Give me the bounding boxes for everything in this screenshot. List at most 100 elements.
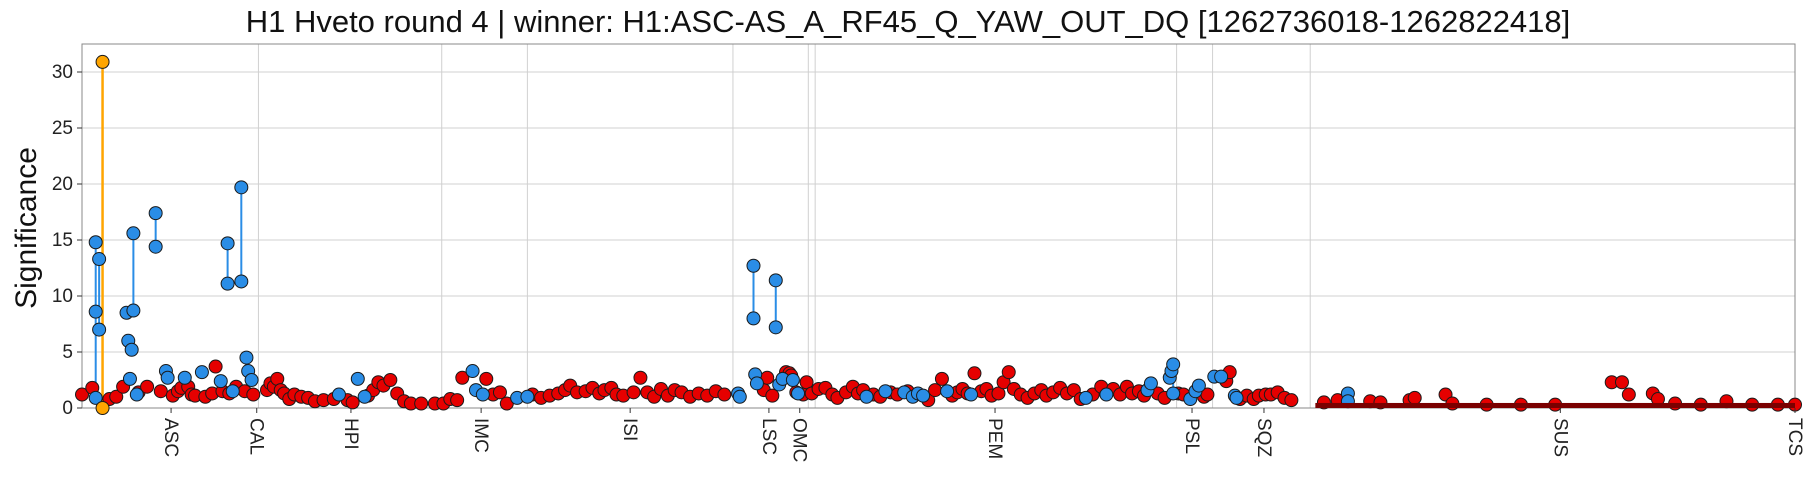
previous_round-point bbox=[1214, 369, 1229, 384]
other-point bbox=[75, 387, 89, 402]
previous_round-point bbox=[1078, 390, 1093, 405]
other-point bbox=[479, 371, 494, 386]
x-tick-label: PSL bbox=[1181, 418, 1202, 454]
previous_round-point bbox=[940, 384, 955, 399]
previous_round-point bbox=[148, 239, 163, 254]
other-point bbox=[455, 370, 470, 385]
other-point bbox=[928, 383, 943, 398]
previous_round-point bbox=[225, 384, 240, 399]
previous_round-point bbox=[122, 371, 137, 386]
previous_round-point bbox=[126, 226, 141, 241]
previous_round-point bbox=[129, 387, 144, 402]
previous_round-point bbox=[92, 252, 107, 267]
previous_round-point bbox=[213, 374, 228, 389]
plot-frame bbox=[81, 43, 1796, 409]
previous_round-point bbox=[746, 311, 761, 326]
previous_round-point bbox=[124, 342, 139, 357]
previous_round-point bbox=[746, 258, 761, 273]
x-tick-label: CAL bbox=[246, 418, 267, 455]
other-point bbox=[345, 395, 360, 410]
previous_round-point bbox=[234, 180, 249, 195]
previous_round-point bbox=[1166, 386, 1181, 401]
other-point bbox=[492, 385, 507, 400]
x-tick-label: SUS bbox=[1549, 418, 1570, 457]
stems bbox=[94, 61, 1349, 408]
y-axis-label: Significance bbox=[10, 147, 43, 309]
x-tick-label: PEM bbox=[984, 418, 1005, 459]
x-ticks: ASC CAL HPI IMC ISI LSC OMC PEM PSL SQZ SUS TCS bbox=[160, 408, 1805, 462]
previous_round-point bbox=[220, 236, 235, 251]
other-point bbox=[383, 373, 398, 387]
other-point bbox=[1284, 393, 1299, 408]
other-point bbox=[109, 389, 124, 404]
other-point bbox=[1621, 387, 1636, 402]
previous_round-point bbox=[465, 364, 480, 379]
plot-border bbox=[81, 43, 1796, 409]
previous_round-point bbox=[749, 376, 764, 391]
previous_round-point bbox=[878, 384, 893, 399]
previous_round-point bbox=[1229, 390, 1244, 405]
other-point bbox=[153, 384, 168, 399]
x-tick-label: ASC bbox=[160, 418, 181, 457]
x-tick-label: ISI bbox=[619, 418, 640, 441]
other-point bbox=[1407, 390, 1422, 405]
previous_round-point bbox=[732, 389, 747, 404]
x-tick-label: TCS bbox=[1784, 418, 1805, 456]
previous_round-point bbox=[768, 273, 783, 288]
previous_round-point bbox=[350, 371, 365, 386]
other-point bbox=[450, 393, 465, 408]
previous_round-point bbox=[331, 387, 346, 402]
x-tick-label: SQZ bbox=[1253, 418, 1274, 457]
other-point bbox=[246, 387, 261, 402]
previous_round-point bbox=[148, 206, 163, 221]
y-tick-label: 20 bbox=[52, 174, 73, 195]
other-point bbox=[967, 366, 982, 381]
previous_round-point bbox=[234, 274, 249, 289]
previous_round-point bbox=[1166, 357, 1181, 372]
previous_round-point bbox=[92, 322, 107, 337]
y-tick-label: 30 bbox=[52, 62, 73, 83]
previous_round-point bbox=[785, 373, 800, 387]
data-points bbox=[75, 54, 1802, 415]
previous_round-point bbox=[220, 276, 235, 291]
previous_round-point bbox=[126, 303, 141, 318]
previous_round-point bbox=[88, 235, 103, 250]
y-tick-label: 5 bbox=[62, 342, 73, 363]
previous_round-point bbox=[1099, 387, 1114, 402]
dense-baseline-band bbox=[1315, 402, 1795, 408]
y-tick-label: 0 bbox=[62, 398, 73, 419]
other-point bbox=[934, 371, 949, 386]
y-tick-label: 10 bbox=[52, 286, 73, 307]
x-tick-label: HPI bbox=[340, 418, 361, 450]
previous_round-point bbox=[475, 387, 490, 402]
previous_round-point bbox=[194, 365, 209, 380]
previous_round-point bbox=[88, 304, 103, 319]
x-tick-label: IMC bbox=[470, 418, 491, 453]
other-point bbox=[140, 379, 155, 394]
other-point bbox=[1614, 375, 1629, 390]
previous_round-point bbox=[239, 350, 254, 365]
winner-point bbox=[95, 54, 110, 69]
other-point bbox=[1001, 365, 1016, 380]
previous_round-point bbox=[964, 387, 979, 402]
y-tick-label: 15 bbox=[52, 230, 73, 251]
previous_round-point bbox=[791, 386, 806, 401]
previous_round-point bbox=[160, 370, 175, 385]
previous_round-point bbox=[768, 320, 783, 335]
previous_round-point bbox=[1143, 376, 1158, 391]
previous_round-point bbox=[1191, 378, 1206, 393]
grid bbox=[82, 44, 1795, 409]
other-point bbox=[414, 396, 429, 411]
other-point bbox=[626, 385, 641, 400]
previous_round-point bbox=[859, 389, 874, 404]
previous_round-point bbox=[244, 373, 259, 387]
y-ticks: 0 5 10 15 20 25 30 bbox=[52, 62, 82, 419]
x-tick-label: OMC bbox=[789, 418, 810, 462]
x-tick-label: LSC bbox=[758, 418, 779, 455]
chart-title: H1 Hveto round 4 | winner: H1:ASC-AS_A_R… bbox=[246, 4, 1571, 39]
other-point bbox=[633, 370, 648, 385]
previous_round-point bbox=[357, 389, 372, 404]
other-point bbox=[208, 359, 223, 374]
